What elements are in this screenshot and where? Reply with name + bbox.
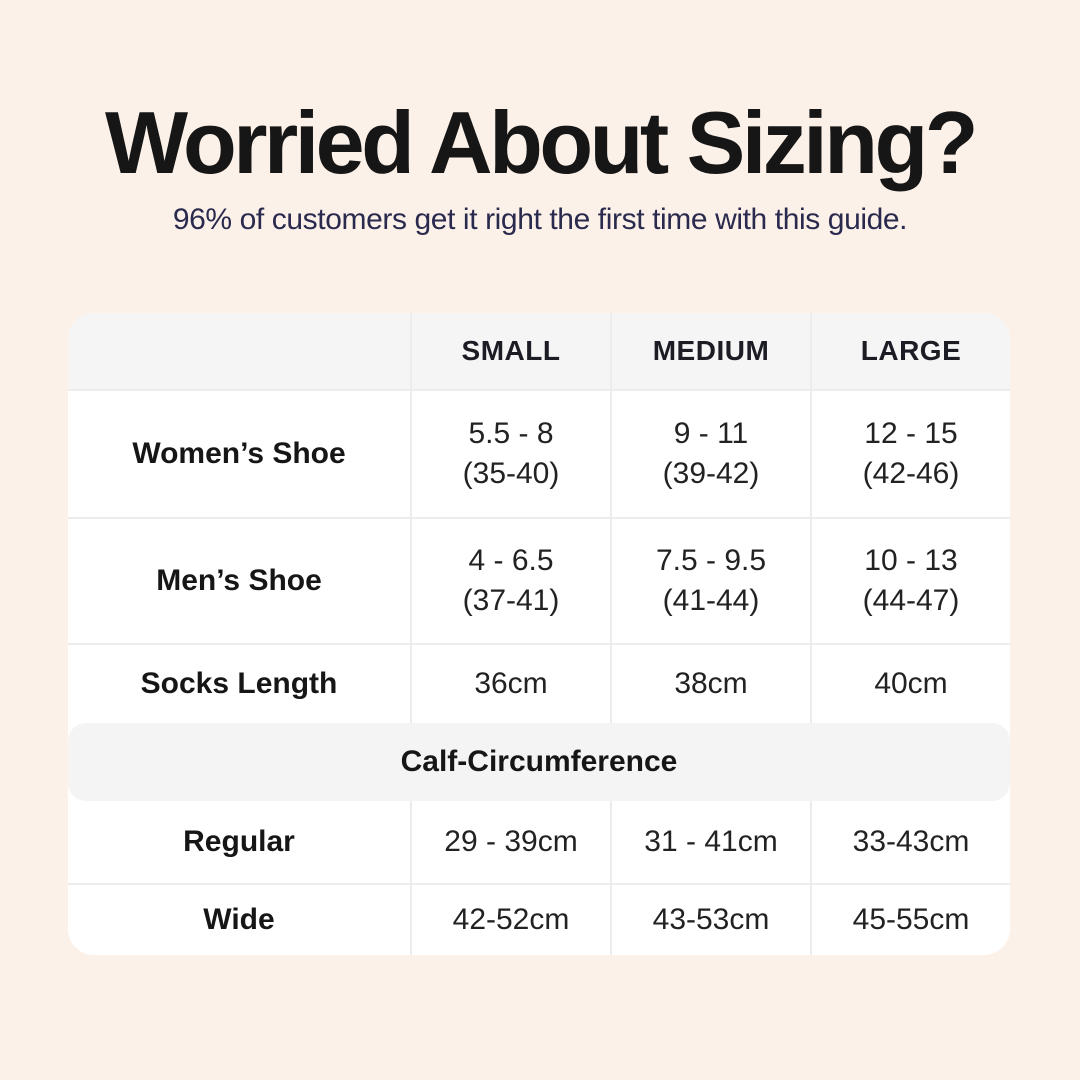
cell-socks-medium: 38cm <box>610 645 810 723</box>
shoe-eu-range: (37-41) <box>462 584 560 617</box>
page-subtitle: 96% of customers get it right the first … <box>172 203 908 237</box>
row-label-socks-length: Socks Length <box>140 667 338 700</box>
row-label-wide: Wide <box>203 903 275 936</box>
cell-womens-medium: 9 - 11 (39-42) <box>610 391 810 517</box>
cell-regular-medium: 31 - 41cm <box>610 801 810 883</box>
row-label-regular: Regular <box>183 825 295 858</box>
shoe-eu-range: (44-47) <box>862 584 960 617</box>
cell-womens-large: 12 - 15 (42-46) <box>810 391 1010 517</box>
table-row-regular: Regular 29 - 39cm 31 - 41cm 33-43cm <box>68 801 1010 883</box>
cell-wide-small: 42-52cm <box>410 885 610 955</box>
cell-mens-medium: 7.5 - 9.5 (41-44) <box>610 519 810 643</box>
hero-section: Worried About Sizing? 96% of customers g… <box>0 93 1080 237</box>
header-cell-medium: MEDIUM <box>610 313 810 389</box>
cell-socks-large: 40cm <box>810 645 1010 723</box>
shoe-eu-range: (42-46) <box>862 457 960 490</box>
cell-wide-large: 45-55cm <box>810 885 1010 955</box>
cell-mens-large: 10 - 13 (44-47) <box>810 519 1010 643</box>
cell-mens-small: 4 - 6.5 (37-41) <box>410 519 610 643</box>
shoe-eu-range: (41-44) <box>662 584 760 617</box>
table-header-row: SMALL MEDIUM LARGE <box>68 313 1010 389</box>
shoe-range: 4 - 6.5 <box>468 544 554 577</box>
row-label-womens-shoe: Women’s Shoe <box>132 437 346 470</box>
table-row-socks-length: Socks Length 36cm 38cm 40cm <box>68 643 1010 723</box>
table-row-womens-shoe: Women’s Shoe 5.5 - 8 (35-40) 9 - 11 (39-… <box>68 389 1010 517</box>
size-table-card: SMALL MEDIUM LARGE Women’s Shoe 5.5 - 8 … <box>68 313 1010 955</box>
cell-regular-small: 29 - 39cm <box>410 801 610 883</box>
shoe-range: 7.5 - 9.5 <box>655 544 767 577</box>
shoe-eu-range: (39-42) <box>662 457 760 490</box>
header-cell-small: SMALL <box>410 313 610 389</box>
cell-womens-small: 5.5 - 8 (35-40) <box>410 391 610 517</box>
header-cell-empty <box>68 313 410 389</box>
shoe-range: 5.5 - 8 <box>468 417 554 450</box>
header-cell-large: LARGE <box>810 313 1010 389</box>
shoe-range: 10 - 13 <box>864 544 958 577</box>
cell-wide-medium: 43-53cm <box>610 885 810 955</box>
shoe-range: 12 - 15 <box>864 417 958 450</box>
section-header-calf-circumference: Calf-Circumference <box>68 723 1010 801</box>
cell-regular-large: 33-43cm <box>810 801 1010 883</box>
page-title: Worried About Sizing? <box>105 93 978 192</box>
cell-socks-small: 36cm <box>410 645 610 723</box>
section-band-wrap: Calf-Circumference <box>68 723 1010 801</box>
table-row-wide: Wide 42-52cm 43-53cm 45-55cm <box>68 883 1010 955</box>
shoe-range: 9 - 11 <box>673 417 749 450</box>
table-row-mens-shoe: Men’s Shoe 4 - 6.5 (37-41) 7.5 - 9.5 (41… <box>68 517 1010 643</box>
shoe-eu-range: (35-40) <box>462 457 560 490</box>
row-label-mens-shoe: Men’s Shoe <box>156 564 322 597</box>
